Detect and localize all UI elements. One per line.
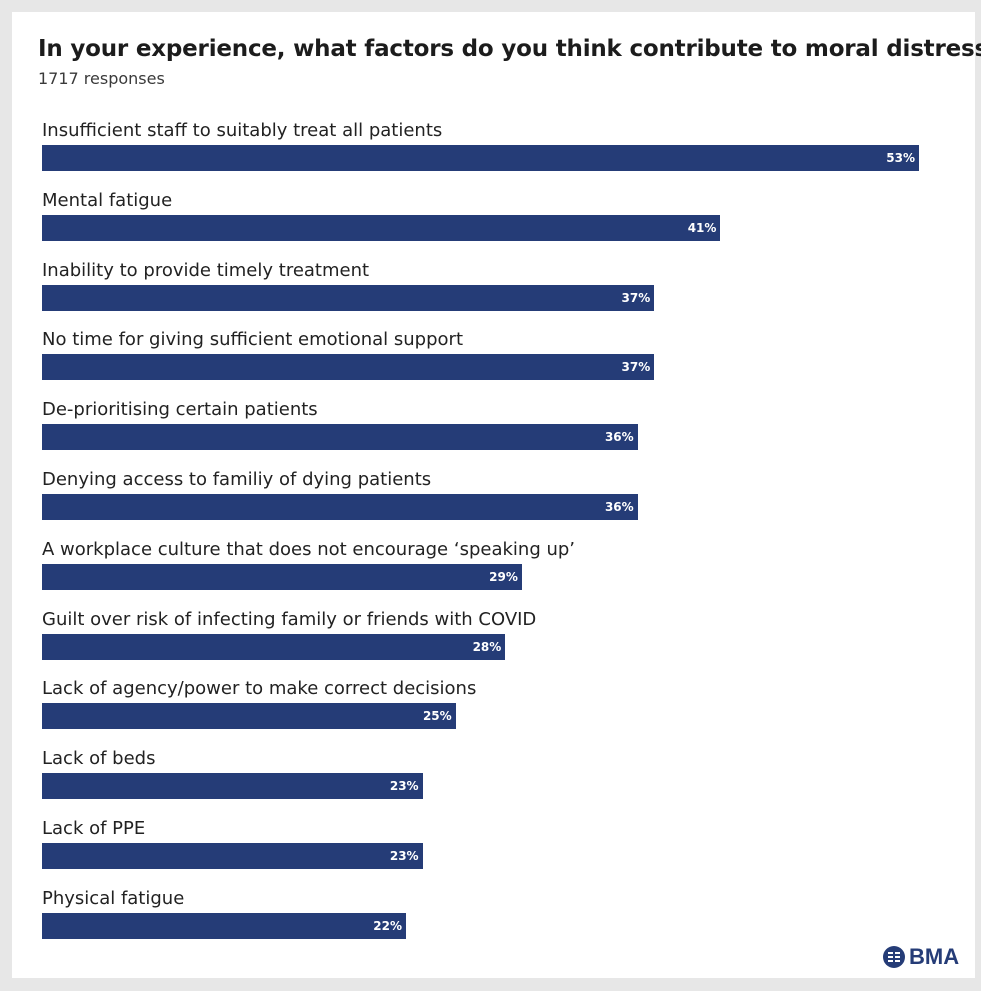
bar: 25% xyxy=(42,703,456,730)
category-label: De-prioritising certain patients xyxy=(42,399,318,421)
bar: 23% xyxy=(42,843,423,869)
bar-value-label: 36% xyxy=(604,500,634,514)
bma-crest-icon xyxy=(883,946,905,968)
bar: 41% xyxy=(42,214,721,241)
category-label: No time for giving sufficient emotional … xyxy=(42,329,464,351)
bar: 29% xyxy=(42,563,522,590)
bar: 22% xyxy=(42,912,407,939)
category-label: Guilt over risk of infecting family or f… xyxy=(42,608,537,630)
category-label: Mental fatigue xyxy=(42,189,173,211)
bar-value-label: 23% xyxy=(389,779,419,794)
chart-card: In your experience, what factors do you … xyxy=(12,12,981,978)
bar-value-label: 28% xyxy=(472,639,502,654)
category-label: Insufficient staff to suitably treat all… xyxy=(42,120,443,141)
logo-text: BMA xyxy=(909,944,960,969)
bar: 36% xyxy=(42,424,638,451)
bar-value-label: 36% xyxy=(604,430,634,445)
bar: 37% xyxy=(42,354,655,381)
category-label: Lack of PPE xyxy=(42,818,146,839)
bar: 23% xyxy=(42,773,423,800)
category-label: Physical fatigue xyxy=(42,887,185,909)
chart-title: In your experience, what factors do you … xyxy=(38,36,981,62)
category-label: Denying access to familiy of dying patie… xyxy=(42,469,432,490)
bar: 36% xyxy=(42,494,638,520)
bar-value-label: 41% xyxy=(687,220,717,235)
category-label: Lack of agency/power to make correct dec… xyxy=(42,678,477,700)
category-label: A workplace culture that does not encour… xyxy=(42,538,576,560)
bma-logo: BMA xyxy=(882,944,959,970)
response-count: 1717 responses xyxy=(38,69,165,88)
category-label: Lack of beds xyxy=(42,748,156,770)
bar: 37% xyxy=(42,284,655,311)
bar-value-label: 53% xyxy=(886,151,915,165)
bar-value-label: 29% xyxy=(489,569,518,584)
bar: 53% xyxy=(42,145,919,171)
bar-value-label: 23% xyxy=(389,849,419,863)
bar: 28% xyxy=(42,633,506,660)
bar-value-label: 25% xyxy=(422,709,452,724)
bar-value-label: 37% xyxy=(621,360,651,375)
bar-value-label: 37% xyxy=(621,290,651,305)
category-label: Inability to provide timely treatment xyxy=(42,259,370,281)
bar-value-label: 22% xyxy=(373,918,403,933)
